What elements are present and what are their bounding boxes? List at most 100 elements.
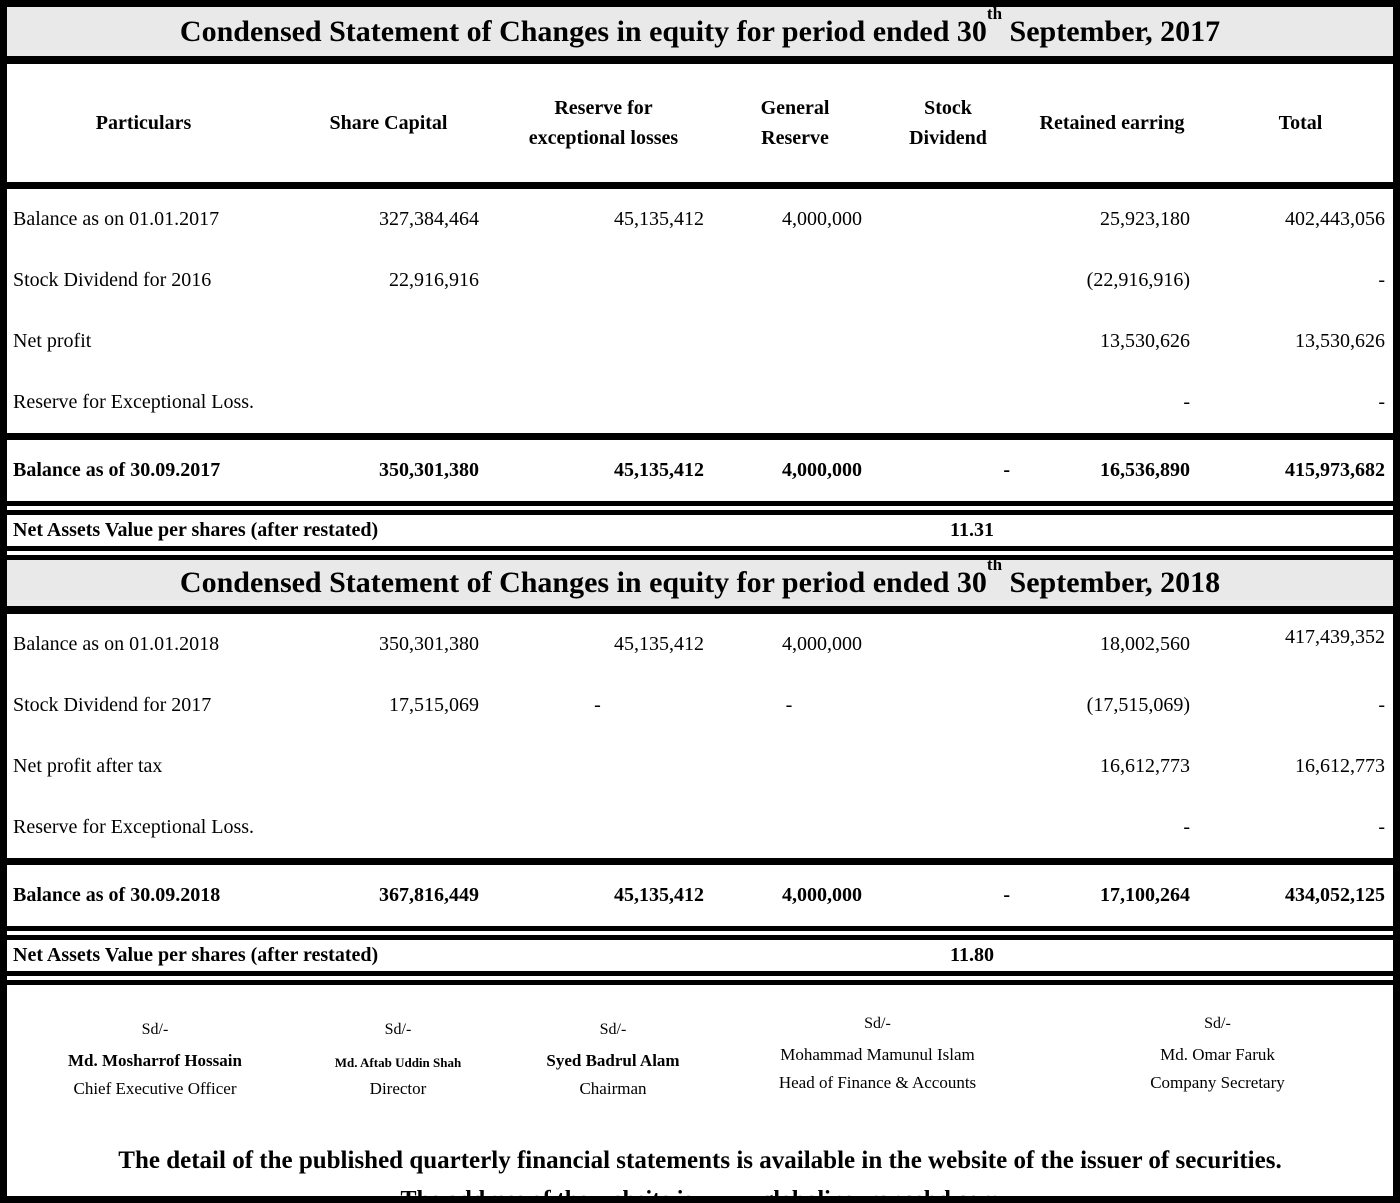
signatory-title: Head of Finance & Accounts (778, 1073, 977, 1092)
cell-value: - (1378, 269, 1385, 291)
signatory-title: Director (369, 1079, 427, 1098)
divider (7, 926, 1393, 940)
signatory-title: Chairman (579, 1079, 647, 1098)
cell-value (868, 250, 1016, 311)
title-superscript: th (986, 555, 1003, 574)
cell-value: (17,515,069) (1086, 694, 1190, 716)
footer-note: The detail of the published quarterly fi… (7, 1147, 1393, 1203)
signed-label: Sd/- (141, 1021, 169, 1038)
row-net-profit-after-tax-2018: Net profit after tax 16,612,773 16,612,7… (7, 736, 1393, 797)
column-header-particulars: Particulars (7, 64, 280, 189)
cell-value: 350,301,380 (379, 633, 479, 655)
footer-note-line2: The address of the website is www. globa… (400, 1187, 1000, 1203)
cell-value (485, 311, 710, 372)
cell-value (868, 797, 1016, 862)
net-assets-value: 11.80 (950, 944, 994, 966)
title-superscript: th (986, 3, 1003, 23)
cell-value: 367,816,449 (280, 858, 485, 926)
cell-value (868, 614, 1016, 675)
cell-value: 22,916,916 (389, 269, 479, 291)
title-text-2017: Condensed Statement of Changes in equity… (179, 3, 1221, 48)
net-assets-label: Net Assets Value per shares (after resta… (13, 944, 379, 966)
cell-value: 4,000,000 (710, 858, 868, 926)
cell-value (868, 311, 1016, 372)
row-label: Balance as on 01.01.2018 (13, 633, 220, 655)
cell-value (710, 250, 868, 311)
row-opening-balance-2017: Balance as on 01.01.2017 327,384,464 45,… (7, 186, 1393, 251)
cell-value (868, 372, 1016, 437)
cell-value: (22,916,916) (1086, 269, 1190, 291)
cell-value (280, 372, 485, 437)
row-closing-balance-2018: Balance as of 30.09.2018 367,816,449 45,… (7, 858, 1393, 926)
cell-value (280, 736, 485, 797)
cell-value: 45,135,412 (614, 633, 704, 655)
signed-label: Sd/- (599, 1021, 627, 1038)
signatory-director: Sd/- Md. Aftab Uddin Shah Director (293, 1021, 503, 1099)
column-header-retained-earning: Retained earring (1016, 64, 1196, 189)
column-header-total: Total (1196, 64, 1393, 189)
cell-value: 45,135,412 (485, 858, 710, 926)
cell-value: 434,052,125 (1196, 858, 1393, 926)
signature-section: Sd/- Md. Mosharrof Hossain Chief Executi… (7, 985, 1393, 1137)
cell-value (868, 186, 1016, 251)
equity-table-2018: Balance as on 01.01.2018 350,301,380 45,… (7, 614, 1393, 926)
row-label: Balance as of 30.09.2017 (7, 433, 280, 501)
cell-value (485, 250, 710, 311)
cell-value: 18,002,560 (1100, 633, 1190, 655)
cell-value: - (1183, 816, 1190, 838)
divider (7, 56, 1393, 64)
cell-value: - (785, 694, 793, 716)
cell-value (710, 311, 868, 372)
cell-value: 4,000,000 (710, 433, 868, 501)
cell-value (868, 675, 1016, 736)
cell-value (868, 736, 1016, 797)
cell-value: 45,135,412 (485, 433, 710, 501)
cell-value: 17,100,264 (1016, 858, 1196, 926)
row-label: Balance as of 30.09.2018 (7, 858, 280, 926)
cell-value: 13,530,626 (1295, 330, 1385, 352)
signed-label: Sd/- (1204, 1015, 1231, 1032)
row-reserve-exceptional-loss-2017: Reserve for Exceptional Loss. - - (7, 372, 1393, 437)
cell-value: 16,536,890 (1016, 433, 1196, 501)
cell-value (710, 797, 868, 862)
cell-value: - (1378, 694, 1385, 716)
equity-table-2017: Particulars Share Capital Reserve for ex… (7, 64, 1393, 501)
cell-value: 350,301,380 (280, 433, 485, 501)
cell-value: - (868, 433, 1016, 501)
row-label: Stock Dividend for 2016 (13, 269, 212, 291)
row-net-profit-2017: Net profit 13,530,626 13,530,626 (7, 311, 1393, 372)
signatory-name: Syed Badrul Alam (546, 1051, 680, 1070)
header-row: Particulars Share Capital Reserve for ex… (7, 64, 1393, 189)
cell-value: - (1183, 391, 1190, 413)
row-label: Stock Dividend for 2017 (13, 694, 212, 716)
column-header-share-capital: Share Capital (280, 64, 485, 189)
row-label: Net profit (13, 330, 92, 352)
signatory-finance-head: Sd/- Mohammad Mamunul Islam Head of Fina… (720, 1015, 1035, 1093)
row-stock-dividend-2016: Stock Dividend for 2016 22,916,916 (22,9… (7, 250, 1393, 311)
cell-value: 13,530,626 (1100, 330, 1190, 352)
cell-value: - (594, 694, 601, 716)
cell-value: 4,000,000 (782, 633, 862, 655)
title-text-2018: Condensed Statement of Changes in equity… (179, 555, 1221, 599)
net-assets-value: 11.31 (950, 519, 994, 541)
cell-value: - (1378, 391, 1385, 413)
cell-value: 25,923,180 (1100, 208, 1190, 230)
signatory-chairman: Sd/- Syed Badrul Alam Chairman (508, 1021, 718, 1099)
cell-value (710, 372, 868, 437)
column-header-general-reserve: General Reserve (710, 64, 868, 189)
cell-value: - (868, 858, 1016, 926)
column-header-stock-dividend: Stock Dividend (868, 64, 1016, 189)
row-opening-balance-2018: Balance as on 01.01.2018 350,301,380 45,… (7, 614, 1393, 675)
row-label: Balance as on 01.01.2017 (13, 208, 220, 230)
divider (7, 606, 1393, 614)
row-closing-balance-2017: Balance as of 30.09.2017 350,301,380 45,… (7, 433, 1393, 501)
column-header-reserve-exceptional: Reserve for exceptional losses (485, 64, 710, 189)
cell-value: 17,515,069 (389, 694, 479, 716)
signatory-name: Md. Mosharrof Hossain (68, 1051, 242, 1070)
divider (7, 501, 1393, 515)
cell-value: - (1378, 816, 1385, 838)
cell-value (280, 797, 485, 862)
row-stock-dividend-2017: Stock Dividend for 2017 17,515,069 - - (… (7, 675, 1393, 736)
signed-label: Sd/- (384, 1021, 412, 1038)
